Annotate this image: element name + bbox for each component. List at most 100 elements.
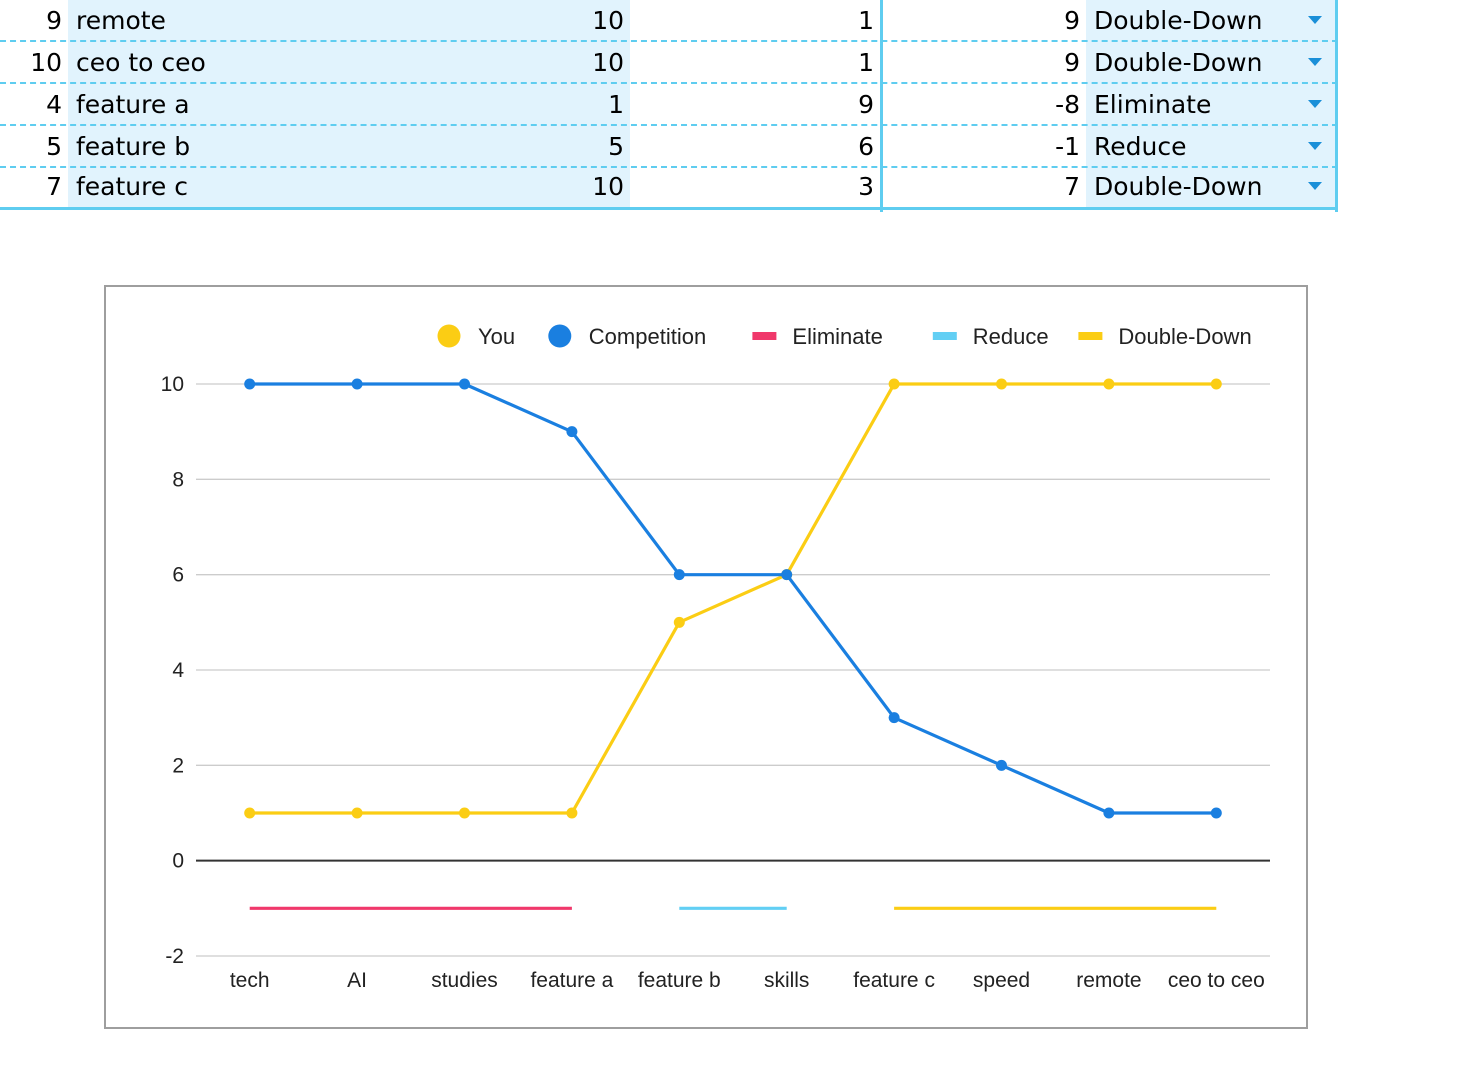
strategy-dropdown[interactable]: Double-Down [1086, 42, 1338, 84]
strategy-dropdown[interactable]: Double-Down [1086, 0, 1338, 42]
difference-cell[interactable]: -1 [884, 126, 1086, 168]
factor-name-cell[interactable]: feature a [68, 84, 630, 126]
data-point-competition [1210, 807, 1222, 819]
row-number-cell[interactable]: 4 [0, 84, 68, 126]
legend-marker-reduce [932, 332, 957, 340]
competition-score-cell[interactable]: 3 [858, 172, 874, 201]
data-point-competition [673, 569, 685, 581]
x-tick-label: skills [764, 969, 810, 992]
spreadsheet-fragment: 9 remote 10 1 9 Double-Down 10 ceo to ce… [0, 0, 1340, 212]
row-number-cell[interactable]: 10 [0, 42, 68, 84]
factor-name-cell[interactable]: ceo to ceo [68, 42, 630, 84]
data-point-competition [459, 378, 470, 390]
x-tick-label: feature b [638, 969, 721, 992]
y-tick-label: 8 [172, 468, 184, 491]
data-point-you [351, 807, 363, 819]
row-divider [0, 82, 1338, 84]
dropdown-arrow-icon[interactable] [1308, 100, 1322, 108]
data-point-you [566, 807, 578, 819]
strategy-value: Double-Down [1094, 48, 1263, 77]
row-divider [0, 40, 1338, 42]
series-line-competition [249, 382, 1217, 815]
difference-cell[interactable]: 7 [884, 166, 1086, 208]
table-row[interactable]: 10 ceo to ceo 10 1 9 Double-Down [0, 42, 1338, 84]
factor-name-cell[interactable]: remote [68, 0, 630, 42]
data-point-you [996, 378, 1007, 390]
data-point-you [459, 807, 470, 819]
dropdown-arrow-icon[interactable] [1308, 58, 1322, 66]
competition-score-cell[interactable]: 1 [858, 48, 874, 77]
gridlines [196, 383, 1270, 957]
range-border [880, 0, 883, 212]
y-tick-label: 0 [172, 850, 184, 873]
legend-label-double-down: Double-Down [1118, 324, 1251, 349]
legend-label-competition: Competition [589, 324, 706, 349]
strategy-dropdown[interactable]: Double-Down [1086, 166, 1338, 208]
data-point-competition [244, 378, 256, 390]
series-line-you [249, 382, 1217, 815]
row-number-cell[interactable]: 5 [0, 126, 68, 168]
data-point-competition [1103, 807, 1115, 819]
factor-name-cell[interactable]: feature b [68, 126, 630, 168]
range-border [0, 207, 1338, 210]
difference-cell[interactable]: -8 [884, 84, 1086, 126]
legend-label-reduce: Reduce [973, 324, 1049, 349]
you-score-cell[interactable]: 5 [608, 132, 624, 161]
legend-marker-double-down [1078, 332, 1103, 340]
legend-marker-you [437, 324, 461, 348]
you-score-cell[interactable]: 1 [608, 90, 624, 119]
strategy-value: Double-Down [1094, 172, 1263, 201]
x-tick-label: remote [1076, 969, 1141, 992]
table-row[interactable]: 9 remote 10 1 9 Double-Down [0, 0, 1338, 42]
row-divider [0, 124, 1338, 126]
competition-score-cell[interactable]: 9 [858, 90, 874, 119]
data-point-you [1210, 378, 1222, 390]
you-score-cell[interactable]: 10 [592, 48, 624, 77]
x-tick-label: studies [431, 969, 498, 992]
you-score-cell[interactable]: 10 [592, 6, 624, 35]
range-border [1335, 0, 1338, 212]
data-point-competition [996, 759, 1007, 771]
strategy-value: Eliminate [1094, 90, 1212, 119]
chart-canvas: -2 0 2 4 6 8 10 tech AI studies feature a feature … [161, 324, 1270, 992]
legend-label-eliminate: Eliminate [792, 324, 882, 349]
row-number-cell[interactable]: 9 [0, 0, 68, 42]
you-score-cell[interactable]: 10 [592, 172, 624, 201]
data-point-you [1103, 378, 1115, 390]
row-number-cell[interactable]: 7 [0, 166, 68, 208]
legend-label-you: You [478, 324, 515, 349]
data-point-competition [781, 569, 793, 581]
y-axis-ticks: -2 0 2 4 6 8 10 [161, 373, 185, 968]
y-tick-label: 6 [172, 564, 184, 587]
table-row[interactable]: 4 feature a 1 9 -8 Eliminate [0, 84, 1338, 126]
competition-score-cell[interactable]: 6 [858, 132, 874, 161]
factor-name-cell[interactable]: feature c [68, 166, 630, 208]
data-point-you [244, 807, 256, 819]
difference-cell[interactable]: 9 [884, 42, 1086, 84]
dropdown-arrow-icon[interactable] [1308, 16, 1322, 24]
strategy-value: Double-Down [1094, 6, 1263, 35]
data-point-competition [351, 378, 363, 390]
dropdown-arrow-icon[interactable] [1308, 142, 1322, 150]
data-point-you [888, 378, 900, 390]
y-tick-label: 4 [172, 659, 184, 682]
x-tick-label: feature c [853, 969, 935, 992]
strategy-dropdown[interactable]: Eliminate [1086, 84, 1338, 126]
data-point-you [673, 616, 685, 628]
table-row[interactable]: 7 feature c 10 3 7 Double-Down [0, 166, 1338, 208]
difference-cell[interactable]: 9 [884, 0, 1086, 42]
y-tick-label: 10 [161, 373, 184, 396]
competition-score-cell[interactable]: 1 [858, 6, 874, 35]
legend-marker-competition [548, 324, 572, 348]
line-chart[interactable]: -2 0 2 4 6 8 10 tech AI studies feature a feature … [104, 285, 1308, 1029]
y-tick-label: 2 [172, 754, 184, 777]
legend-marker-eliminate [752, 332, 777, 340]
strategy-dropdown[interactable]: Reduce [1086, 126, 1338, 168]
strategy-value: Reduce [1094, 132, 1187, 161]
dropdown-arrow-icon[interactable] [1308, 182, 1322, 190]
table-row[interactable]: 5 feature b 5 6 -1 Reduce [0, 126, 1338, 168]
x-axis-ticks: tech AI studies feature a feature b skills fea… [230, 969, 1265, 992]
series-lines [244, 378, 1222, 910]
x-tick-label: tech [230, 969, 270, 992]
x-tick-label: feature a [530, 969, 613, 992]
